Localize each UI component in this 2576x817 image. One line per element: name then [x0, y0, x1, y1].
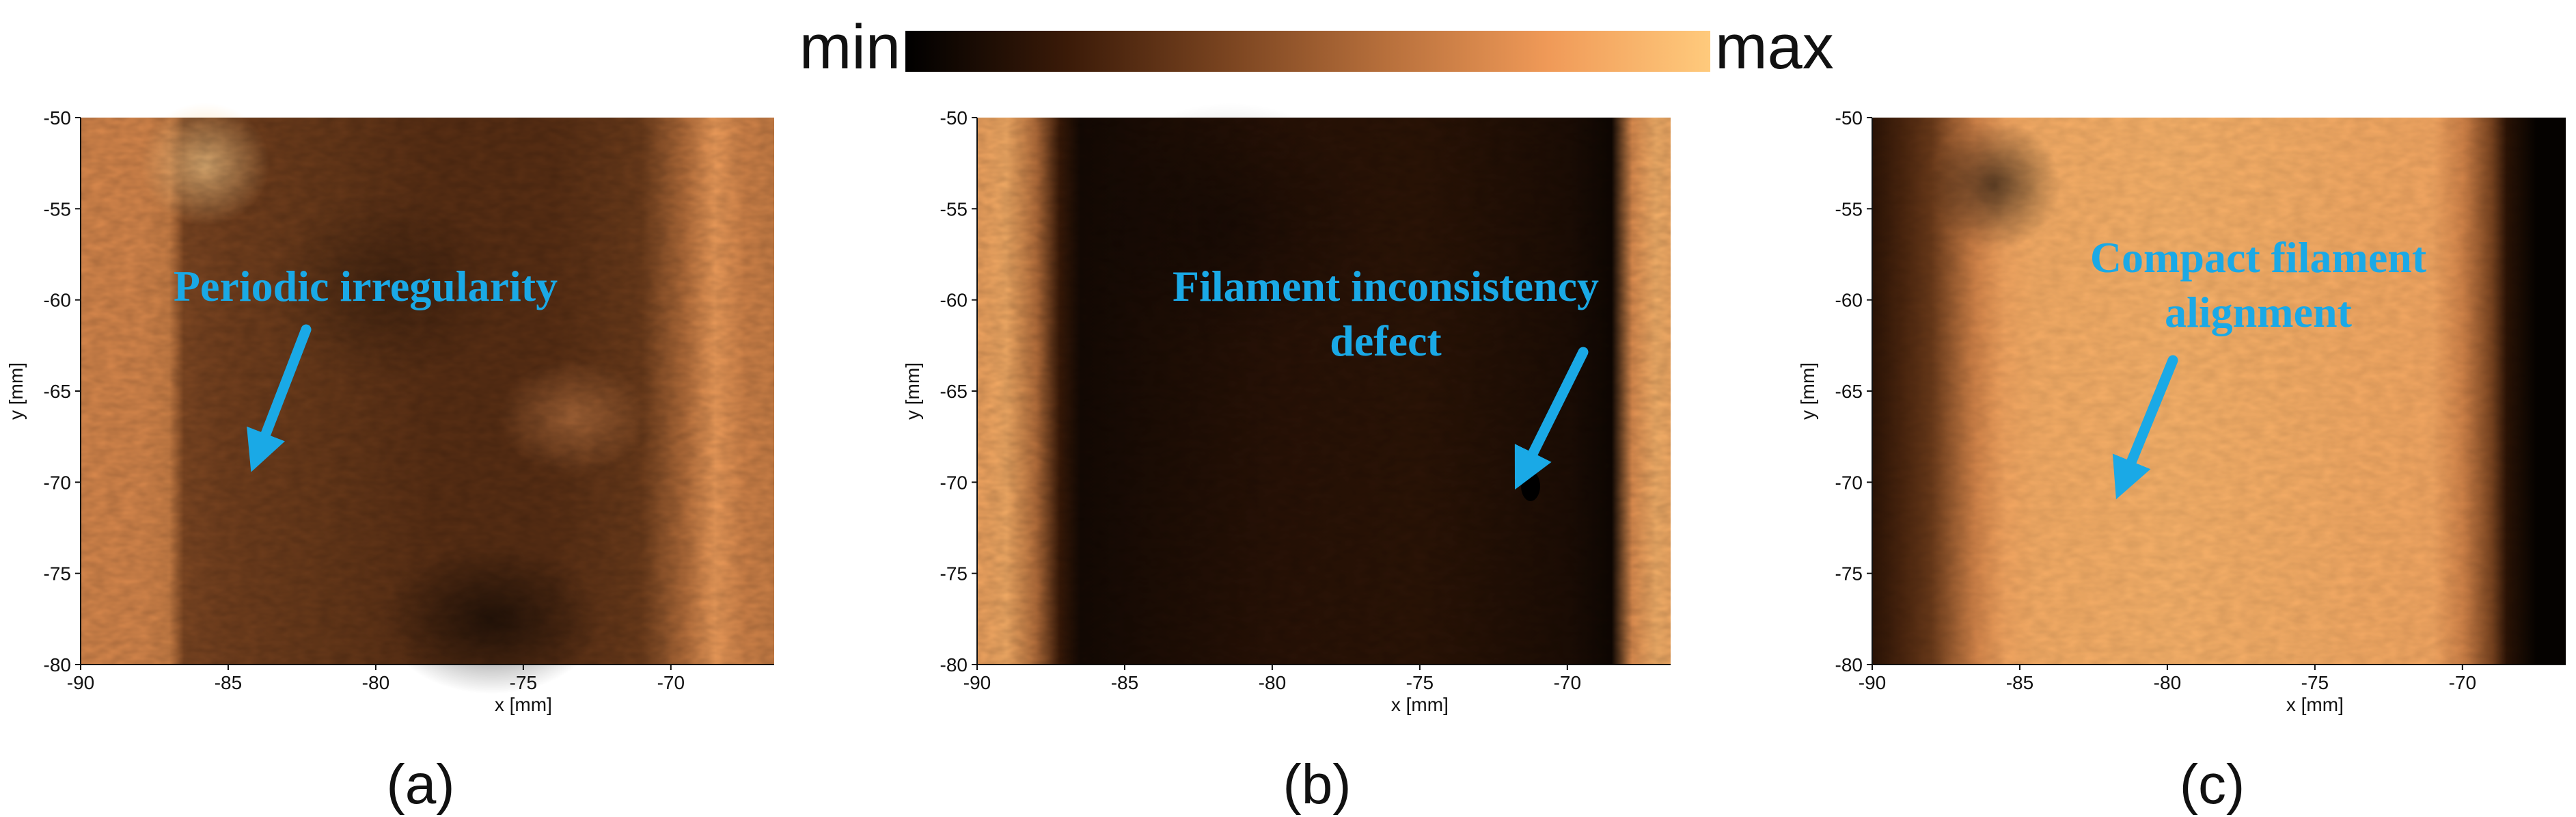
y-tick-label: -50 — [1835, 107, 1863, 129]
y-ticks: -50 -55 -60 -65 -70 -75 -80 — [1835, 107, 1872, 675]
y-tick-label: -50 — [940, 107, 968, 129]
x-tick-label: -75 — [2301, 672, 2329, 693]
y-axis-label: y [mm] — [5, 362, 27, 420]
x-tick-label: -90 — [67, 672, 94, 693]
x-tick-label: -80 — [2154, 672, 2181, 693]
y-tick-label: -70 — [44, 472, 71, 493]
y-tick-label: -50 — [44, 107, 71, 129]
x-tick-label: -75 — [1406, 672, 1434, 693]
y-tick-label: -70 — [940, 472, 968, 493]
x-tick-label: -70 — [1554, 672, 1581, 693]
annotation-line: defect — [1330, 317, 1442, 365]
noise-overlay — [81, 118, 774, 665]
x-tick-label: -80 — [1259, 672, 1286, 693]
annotation: Compact filament alignment — [2090, 233, 2427, 500]
x-tick-label: -80 — [362, 672, 389, 693]
annotation-arrow — [1514, 347, 1589, 490]
y-tick-label: -60 — [44, 290, 71, 311]
annotation-arrow — [247, 324, 312, 472]
y-tick-label: -80 — [44, 654, 71, 675]
y-tick-label: -75 — [44, 563, 71, 585]
panel-c: -90 -85 -80 -75 -70 -50 -55 -60 -65 -70 … — [1797, 107, 2566, 816]
heatmap-texture — [977, 103, 1671, 665]
annotation-line: alignment — [2165, 288, 2352, 336]
x-axis-label: x [mm] — [2286, 694, 2344, 715]
y-ticks: -50 -55 -60 -65 -70 -75 -80 — [940, 107, 977, 675]
y-ticks: -50 -55 -60 -65 -70 -75 -80 — [44, 107, 81, 675]
heatmap-texture — [81, 103, 774, 694]
panel-label: (a) — [386, 753, 454, 816]
x-ticks: -90 -85 -80 -75 -70 — [963, 665, 1581, 693]
y-tick-label: -65 — [44, 381, 71, 402]
x-tick-label: -85 — [2006, 672, 2033, 693]
annotation-arrow — [2112, 355, 2178, 500]
panel-label: (c) — [2180, 753, 2245, 816]
annotation: Periodic irregularity — [174, 262, 558, 472]
panel-a: -90 -85 -80 -75 -70 -50 -55 -60 -65 -70 … — [5, 103, 774, 816]
heatmap-texture — [1872, 118, 2566, 665]
y-tick-label: -65 — [1835, 381, 1863, 402]
x-axis-label: x [mm] — [495, 694, 552, 715]
noise-overlay — [977, 118, 1671, 665]
annotation-line: Periodic irregularity — [174, 262, 558, 310]
y-tick-label: -55 — [44, 198, 71, 219]
y-axis-label: y [mm] — [902, 362, 923, 420]
x-tick-label: -85 — [215, 672, 242, 693]
x-tick-label: -90 — [1859, 672, 1886, 693]
x-tick-label: -85 — [1111, 672, 1138, 693]
x-ticks: -90 -85 -80 -75 -70 — [1859, 665, 2476, 693]
y-tick-label: -60 — [940, 290, 968, 311]
colorbar-gradient — [905, 31, 1710, 72]
annotation-line: Filament inconsistency — [1173, 262, 1599, 310]
y-tick-label: -60 — [1835, 290, 1863, 311]
noise-overlay — [1872, 118, 2566, 665]
panel-b: -90 -85 -80 -75 -70 -50 -55 -60 -65 -70 … — [902, 103, 1671, 816]
y-tick-label: -55 — [1835, 198, 1863, 219]
y-tick-label: -75 — [940, 563, 968, 585]
colorbar-min-label: min — [799, 12, 901, 82]
y-tick-label: -80 — [1835, 654, 1863, 675]
x-tick-label: -90 — [963, 672, 991, 693]
y-tick-label: -70 — [1835, 472, 1863, 493]
y-axis-label: y [mm] — [1797, 362, 1818, 420]
x-tick-label: -75 — [510, 672, 537, 693]
y-tick-label: -75 — [1835, 563, 1863, 585]
x-tick-label: -70 — [2449, 672, 2476, 693]
y-tick-label: -65 — [940, 381, 968, 402]
x-axis-label: x [mm] — [1391, 694, 1449, 715]
annotation-line: Compact filament — [2090, 233, 2427, 282]
x-tick-label: -70 — [657, 672, 685, 693]
y-tick-label: -80 — [940, 654, 968, 675]
panel-label: (b) — [1283, 753, 1351, 816]
y-tick-label: -55 — [940, 198, 968, 219]
annotation: Filament inconsistency defect — [1173, 262, 1599, 490]
colorbar: min max — [799, 12, 1834, 82]
colorbar-max-label: max — [1715, 12, 1834, 82]
x-ticks: -90 -85 -80 -75 -70 — [67, 665, 685, 693]
